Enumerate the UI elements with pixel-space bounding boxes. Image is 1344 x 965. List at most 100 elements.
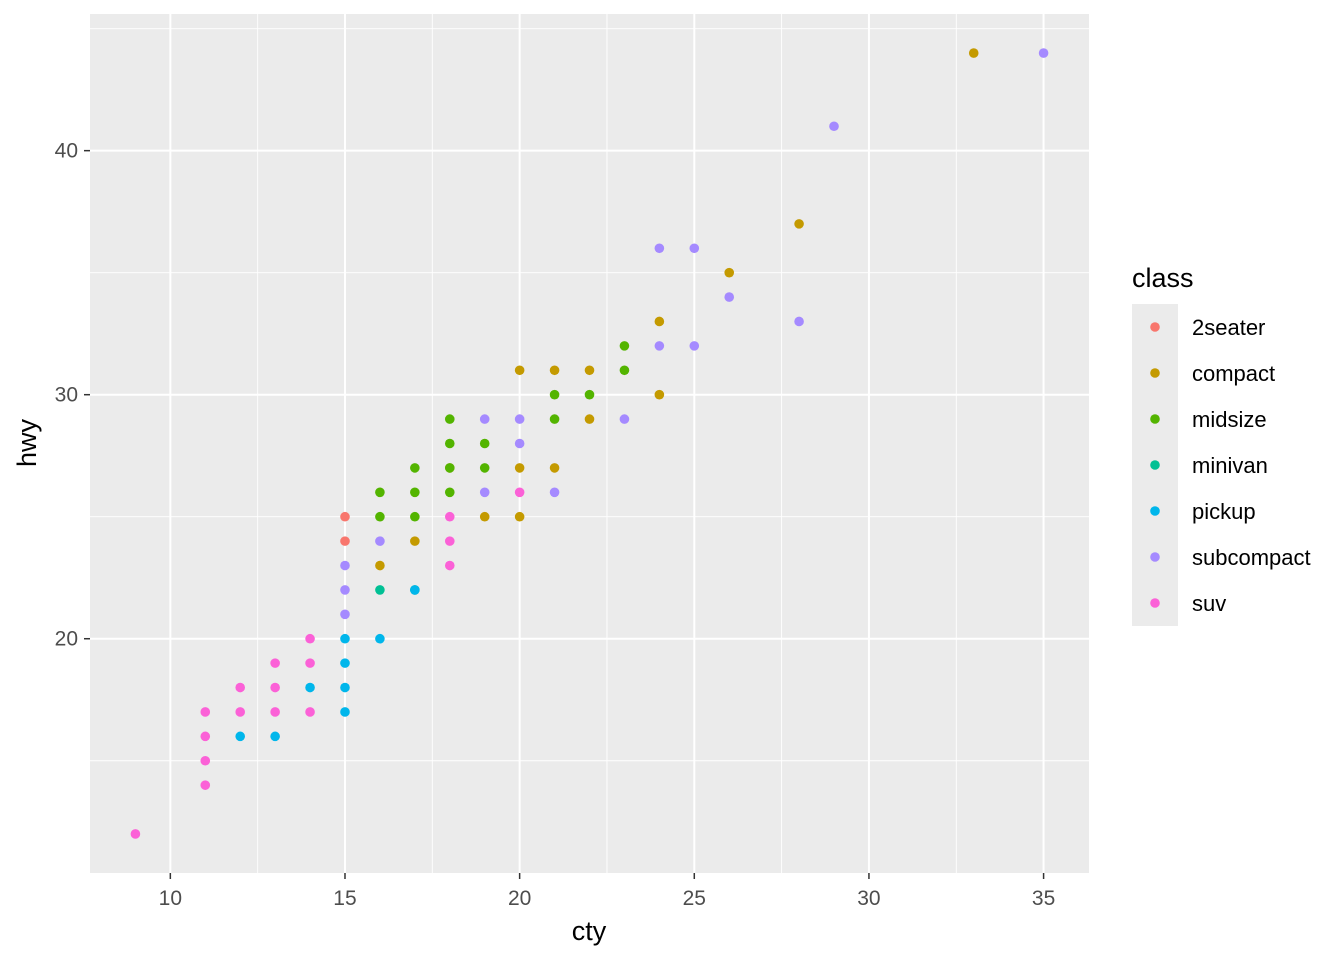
data-point	[584, 389, 595, 400]
legend-label: minivan	[1192, 453, 1268, 478]
y-axis: 20 30 40	[55, 140, 90, 651]
data-point	[410, 536, 420, 546]
x-tick-label: 15	[333, 887, 356, 910]
data-point	[584, 365, 595, 376]
data-point	[514, 463, 525, 473]
data-point	[340, 585, 350, 595]
data-point	[654, 243, 665, 254]
legend-key-minivan	[1150, 460, 1160, 470]
data-point	[305, 682, 315, 693]
data-point	[549, 414, 560, 424]
data-point	[444, 536, 455, 546]
x-tick-label: 20	[508, 887, 531, 910]
data-point	[654, 389, 665, 400]
data-point	[444, 463, 455, 473]
legend-items: 2seater compact midsize minivan pickup subcom…	[1132, 304, 1311, 626]
data-point	[410, 463, 420, 473]
data-point	[375, 487, 385, 498]
legend-key-2seater	[1150, 322, 1160, 332]
data-point	[235, 731, 245, 742]
data-point	[270, 658, 280, 668]
data-point	[479, 438, 490, 449]
data-point	[479, 463, 490, 473]
data-point	[619, 414, 630, 424]
data-point	[270, 731, 280, 742]
legend-key-midsize	[1150, 414, 1160, 424]
data-point	[479, 511, 490, 522]
legend-label: compact	[1192, 361, 1275, 386]
data-point	[794, 316, 804, 327]
data-point	[375, 560, 385, 571]
minor-gridlines	[90, 14, 1089, 873]
data-point	[340, 707, 350, 717]
legend-label: suv	[1192, 591, 1226, 616]
data-point	[549, 487, 560, 498]
data-point	[305, 633, 315, 644]
data-points	[130, 48, 1049, 839]
legend: class 2seater compact midsize minivan pickup…	[1132, 263, 1311, 626]
data-point	[619, 341, 630, 351]
data-point	[340, 609, 350, 620]
x-tick-label: 30	[857, 887, 880, 910]
data-point	[200, 755, 211, 766]
data-point	[375, 536, 385, 546]
data-point	[549, 463, 560, 473]
series-suv	[130, 487, 525, 839]
data-point	[130, 829, 141, 839]
x-tick-label: 25	[683, 887, 706, 910]
legend-label: pickup	[1192, 499, 1256, 524]
data-point	[549, 365, 560, 376]
data-point	[724, 267, 735, 278]
data-point	[549, 389, 560, 400]
y-tick-label: 30	[55, 384, 78, 407]
data-point	[200, 780, 211, 790]
data-point	[340, 658, 350, 668]
data-point	[375, 633, 385, 644]
data-point	[479, 487, 490, 498]
data-point	[514, 511, 525, 522]
legend-key-pickup	[1150, 506, 1160, 516]
data-point	[305, 707, 315, 717]
series-pickup	[235, 585, 420, 742]
plot-panel	[90, 14, 1089, 873]
data-point	[724, 292, 735, 302]
data-point	[584, 414, 595, 424]
data-point	[794, 219, 804, 229]
legend-key-compact	[1150, 368, 1160, 378]
data-point	[689, 243, 700, 254]
legend-label: subcompact	[1192, 545, 1311, 570]
y-tick-label: 20	[55, 628, 78, 651]
data-point	[829, 121, 839, 132]
data-point	[200, 707, 211, 717]
y-tick-label: 40	[55, 140, 78, 163]
data-point	[340, 682, 350, 693]
series-midsize	[375, 341, 630, 522]
data-point	[375, 511, 385, 522]
data-point	[514, 487, 525, 498]
series-subcompact	[340, 48, 1049, 620]
legend-label: midsize	[1192, 407, 1267, 432]
data-point	[340, 536, 350, 546]
data-point	[340, 511, 350, 522]
data-point	[340, 560, 350, 571]
data-point	[200, 731, 211, 742]
data-point	[514, 414, 525, 424]
data-point	[305, 658, 315, 668]
data-point	[444, 560, 455, 571]
data-point	[340, 633, 350, 644]
legend-key-subcompact	[1150, 552, 1160, 562]
data-point	[444, 511, 455, 522]
data-point	[1038, 48, 1049, 58]
series-compact	[375, 48, 979, 571]
data-point	[410, 585, 420, 595]
x-tick-label: 35	[1032, 887, 1055, 910]
x-axis-label: cty	[572, 916, 607, 946]
data-point	[654, 341, 665, 351]
legend-key-suv	[1150, 598, 1160, 608]
data-point	[270, 682, 280, 693]
data-point	[689, 341, 700, 351]
data-point	[514, 365, 525, 376]
data-point	[410, 487, 420, 498]
